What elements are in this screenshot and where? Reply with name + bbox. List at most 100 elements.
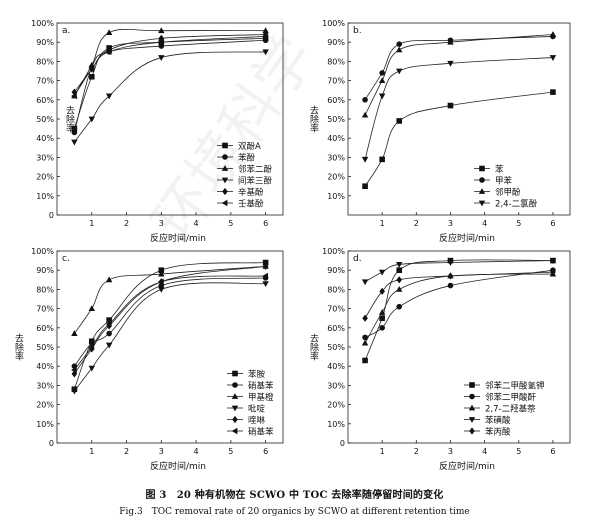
y-tick-label: 100% xyxy=(322,247,345,256)
legend-label: 苯丙酸 xyxy=(485,427,511,438)
legend-label: 苯酚 xyxy=(238,153,256,164)
series-line xyxy=(74,262,266,390)
series-line xyxy=(364,91,553,187)
x-tick-label: 4 xyxy=(482,219,487,228)
x-tick-label: 5 xyxy=(228,447,233,456)
legend-label: 壬基酚 xyxy=(238,199,264,210)
data-point xyxy=(71,388,78,395)
y-tick-label: 90% xyxy=(36,38,54,47)
x-tick-label: 3 xyxy=(448,447,453,456)
legend-marker xyxy=(222,187,228,196)
x-axis-label: 反应时间/min xyxy=(150,460,206,472)
chart-panel-2: 10% 20% 30% 40% 50% 60% 70% 80% 90% 100% 1 2 3 4 5 6 反应时… xyxy=(308,19,571,244)
data-point xyxy=(378,93,386,100)
data-point xyxy=(262,272,269,280)
series-line xyxy=(364,36,553,101)
y-tick-label: 70% xyxy=(327,305,345,314)
legend-label: 邻苯二甲酸酐 xyxy=(485,392,537,403)
y-tick-label: 60% xyxy=(327,96,345,105)
x-tick-label: 1 xyxy=(89,447,94,456)
series-line xyxy=(74,277,266,367)
data-point xyxy=(158,267,165,273)
data-point xyxy=(88,345,95,353)
data-point xyxy=(378,269,386,276)
x-tick-label: 4 xyxy=(194,447,199,456)
series-line xyxy=(74,275,266,371)
y-axis-label: 去除率 xyxy=(308,104,319,133)
data-point xyxy=(361,111,369,118)
data-point xyxy=(396,303,403,310)
y-tick-label: 10% xyxy=(36,192,54,201)
legend-label: 间苯三酚 xyxy=(238,176,273,187)
data-point xyxy=(71,139,78,146)
legend-label: 2,7-二羟基萘 xyxy=(485,404,536,415)
legend-label: 硝基苯 xyxy=(248,427,274,438)
data-point xyxy=(105,29,113,35)
data-point xyxy=(70,92,77,100)
data-point xyxy=(379,315,385,321)
y-tick-label: 50% xyxy=(327,343,345,352)
x-tick-label: 2 xyxy=(414,447,419,456)
data-point xyxy=(158,287,165,293)
data-point xyxy=(158,55,165,61)
data-point xyxy=(362,314,368,322)
y-tick-label: 70% xyxy=(36,305,54,314)
data-point xyxy=(262,33,269,40)
data-point xyxy=(396,276,403,284)
x-tick-label: 6 xyxy=(550,447,555,456)
y-tick-label: 20% xyxy=(327,401,345,410)
x-tick-label: 4 xyxy=(482,447,487,456)
legend-label: 甲苯 xyxy=(495,176,513,187)
y-tick-label: 10% xyxy=(327,192,345,201)
legend-label: 2,4-二氯酚 xyxy=(495,199,538,210)
legend-label: 辛基酚 xyxy=(238,187,264,198)
legend-marker xyxy=(478,200,486,207)
y-tick-label: 30% xyxy=(36,381,54,390)
x-tick-label: 6 xyxy=(550,219,555,228)
legend-label: 双酚A xyxy=(238,142,261,152)
data-point xyxy=(106,317,112,323)
watermark: 环境科学 xyxy=(139,24,328,253)
legend-label: 吡啶 xyxy=(248,404,266,415)
y-tick-label: 40% xyxy=(36,362,54,371)
plot-frame xyxy=(347,22,571,216)
chart-panel-1: 0 10% 20% 30% 40% 50% 60% 70% 80% 90% 100% 1 2 3 4 5 6 反应… xyxy=(31,19,284,244)
data-point xyxy=(396,267,403,273)
legend-marker xyxy=(468,417,476,423)
data-point xyxy=(88,305,95,311)
y-tick-label: 30% xyxy=(327,153,345,162)
y-tick-label: 40% xyxy=(327,134,345,143)
panel-label: a. xyxy=(62,26,70,36)
series-line xyxy=(364,57,553,160)
y-tick-label: 20% xyxy=(327,173,345,182)
y-tick-label: 20% xyxy=(36,401,54,410)
data-point xyxy=(378,77,386,83)
data-point xyxy=(88,365,95,372)
y-tick-label: 0 xyxy=(49,439,54,448)
data-point xyxy=(158,27,165,34)
y-tick-label: 80% xyxy=(327,285,345,294)
legend-label: 甲基橙 xyxy=(248,392,274,403)
legend-label: 邻苯二酚 xyxy=(238,164,273,175)
legend-label: 苯 xyxy=(495,164,504,175)
y-axis-label: 去除率 xyxy=(308,332,319,361)
data-point xyxy=(447,272,454,280)
y-tick-label: 80% xyxy=(327,57,345,66)
x-tick-label: 6 xyxy=(263,219,268,228)
series-line xyxy=(364,273,553,344)
data-point xyxy=(550,89,556,95)
x-tick-label: 6 xyxy=(263,447,268,456)
series-line xyxy=(364,260,553,283)
data-point xyxy=(361,339,369,346)
data-point xyxy=(262,49,269,56)
data-point xyxy=(362,97,368,103)
legend-marker xyxy=(469,427,475,435)
data-point xyxy=(396,46,403,53)
y-tick-label: 10% xyxy=(36,420,54,429)
legend-marker xyxy=(469,393,475,400)
data-point xyxy=(88,73,95,80)
x-tick-label: 3 xyxy=(159,447,164,456)
data-point xyxy=(262,259,269,266)
x-tick-label: 2 xyxy=(414,219,419,228)
series-line xyxy=(364,34,553,116)
